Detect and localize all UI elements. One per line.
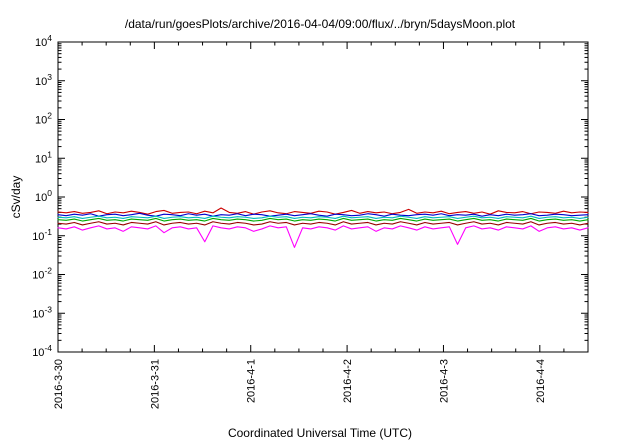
series-line-magenta-channel xyxy=(57,225,589,248)
y-tick-label: 103 xyxy=(35,72,52,88)
y-tick-label: 10-4 xyxy=(32,343,52,359)
chart-title: /data/run/goesPlots/archive/2016-04-04/0… xyxy=(124,17,516,31)
series-line-blue-channel xyxy=(57,212,589,217)
series-line-dark-red-channel xyxy=(57,221,589,226)
y-tick-label: 100 xyxy=(35,188,52,204)
x-tick-label: 2016-4-1 xyxy=(246,359,258,403)
y-tick-label: 10-1 xyxy=(32,227,52,243)
x-axis-label: Coordinated Universal Time (UTC) xyxy=(227,426,413,440)
y-tick-label: 10-3 xyxy=(32,304,52,320)
y-tick-label: 10-2 xyxy=(32,266,52,282)
x-tick-label: 2016-4-2 xyxy=(342,359,354,403)
series-line-green-channel xyxy=(57,217,589,222)
x-tick-label: 2016-3-30 xyxy=(53,359,65,409)
x-tick-label: 2016-3-31 xyxy=(149,359,161,409)
y-tick-label: 101 xyxy=(35,149,52,165)
series-line-red-channel xyxy=(57,207,589,215)
y-tick-label: 102 xyxy=(35,111,52,127)
plot-border xyxy=(57,41,589,353)
y-tick-label: 104 xyxy=(35,33,52,49)
x-tick-label: 2016-4-4 xyxy=(535,359,547,403)
series-line-cyan-channel xyxy=(57,215,589,219)
x-tick-label: 2016-4-3 xyxy=(438,359,450,403)
